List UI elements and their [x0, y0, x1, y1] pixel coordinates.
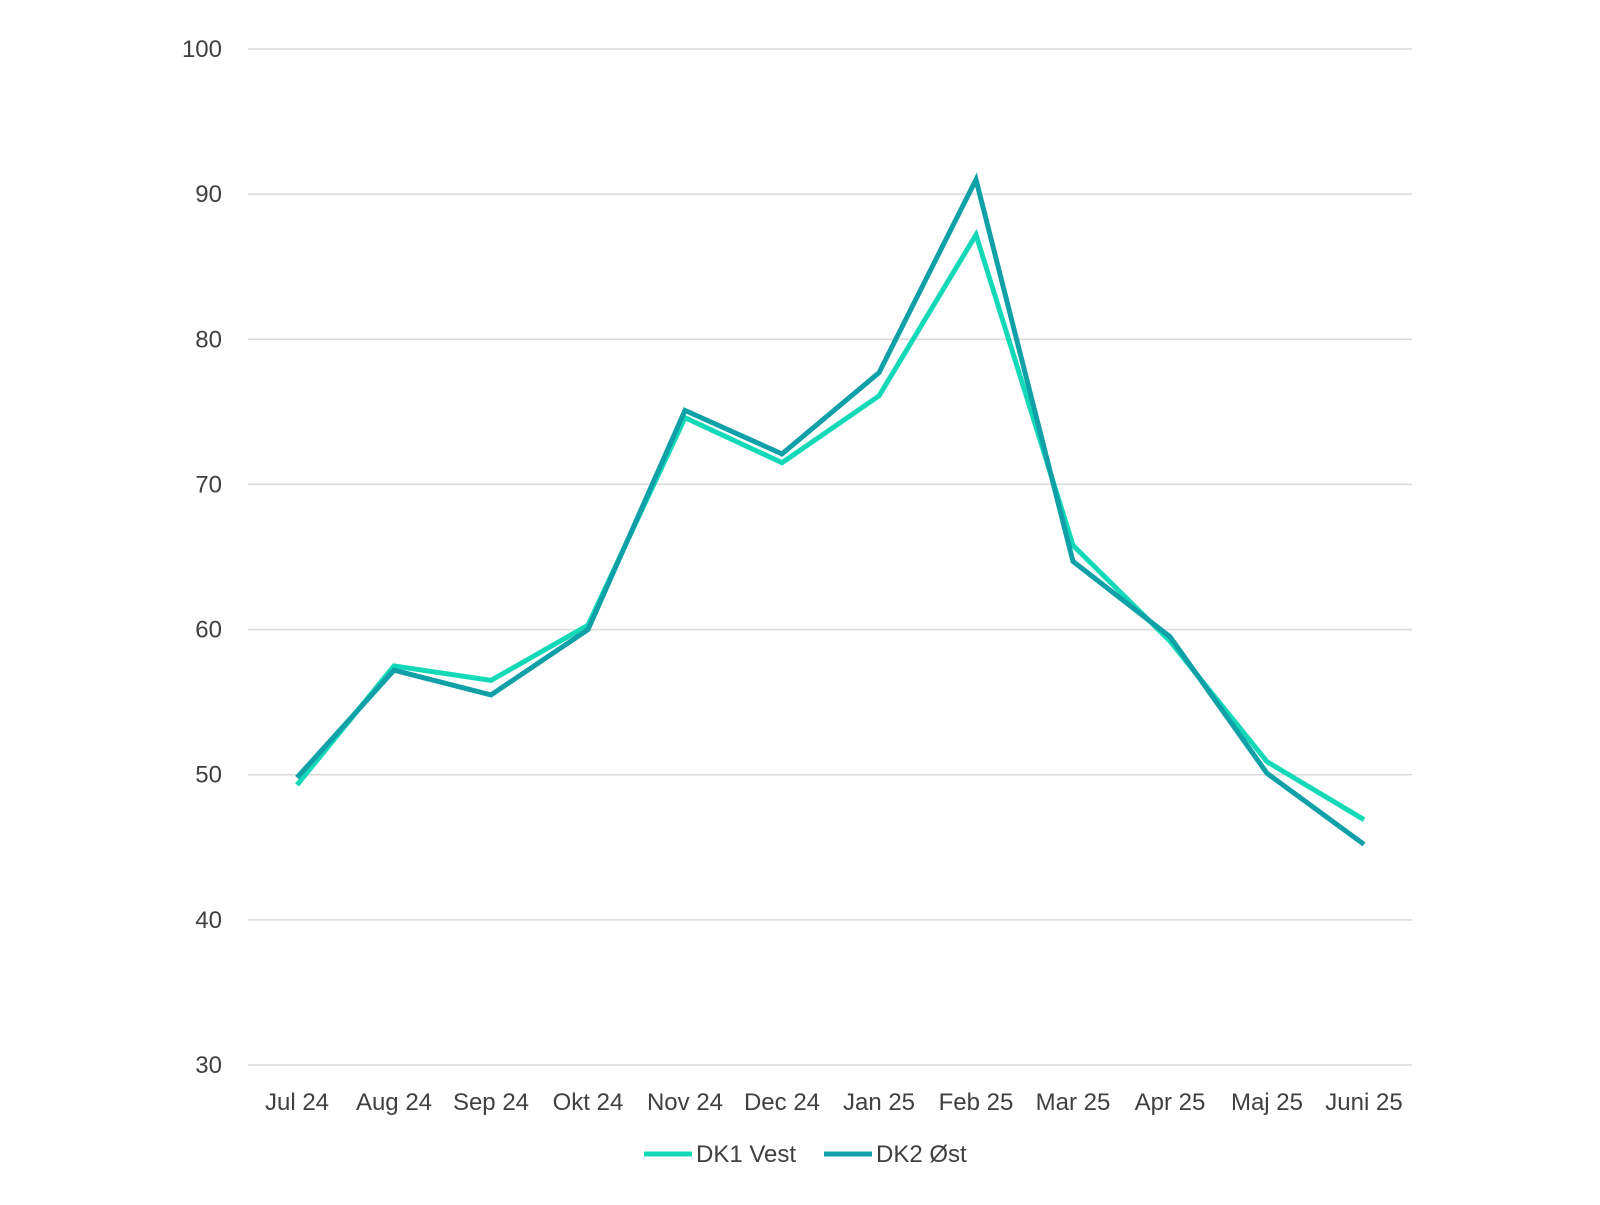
y-tick-label: 60: [195, 617, 222, 644]
x-axis-ticks: Jul 24 Aug 24 Sep 24 Okt 24 Nov 24 Dec 24 Jan …: [265, 1089, 1403, 1116]
series-line-1: [295, 228, 1366, 822]
x-tick-label: Sep 24: [453, 1089, 529, 1116]
legend-label: DK1 Vest: [696, 1141, 796, 1168]
x-tick-label: Jan 25: [843, 1089, 915, 1116]
x-tick-label: Aug 24: [356, 1089, 432, 1116]
y-tick-label: 40: [195, 907, 222, 934]
x-tick-label: Feb 25: [939, 1089, 1014, 1116]
x-tick-label: Maj 25: [1231, 1089, 1303, 1116]
y-tick-label: 100: [182, 36, 222, 63]
gridlines: [248, 48, 1412, 1066]
legend-label: DK2 Øst: [876, 1141, 967, 1168]
x-tick-label: Nov 24: [647, 1089, 723, 1116]
x-tick-label: Mar 25: [1036, 1089, 1111, 1116]
x-tick-label: Okt 24: [553, 1089, 624, 1116]
series-lines: [295, 172, 1366, 847]
y-tick-label: 50: [195, 762, 222, 789]
x-tick-label: Juni 25: [1325, 1089, 1402, 1116]
legend: DK1 Vest DK2 Øst: [644, 1141, 967, 1168]
series-line-2: [295, 172, 1366, 847]
x-tick-label: Jul 24: [265, 1089, 329, 1116]
y-axis-ticks: 30 40 50 60 70 80 90 100: [182, 36, 222, 1079]
y-tick-label: 80: [195, 326, 222, 353]
y-tick-label: 70: [195, 471, 222, 498]
x-tick-label: Apr 25: [1135, 1089, 1206, 1116]
x-tick-label: Dec 24: [744, 1089, 820, 1116]
y-tick-label: 90: [195, 181, 222, 208]
y-tick-label: 30: [195, 1052, 222, 1079]
